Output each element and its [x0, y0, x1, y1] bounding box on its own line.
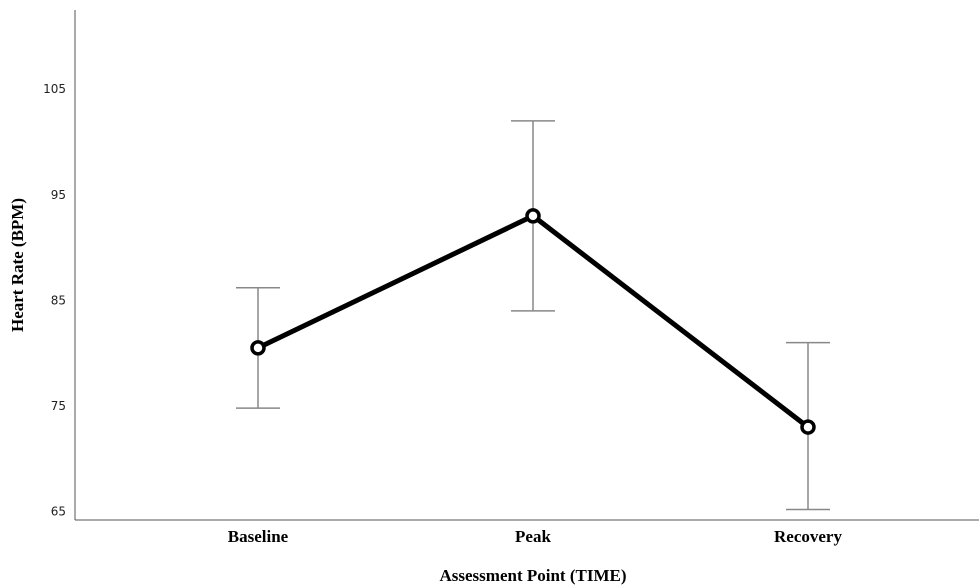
- x-axis-title: Assessment Point (TIME): [440, 566, 627, 585]
- y-tick-label: 85: [51, 293, 66, 307]
- x-tick-label: Baseline: [228, 527, 289, 546]
- x-tick-label: Recovery: [774, 527, 842, 546]
- y-ticks: 65 75 85 95 105: [43, 82, 66, 518]
- y-axis-title: Heart Rate (BPM): [8, 198, 27, 332]
- data-point: [525, 208, 541, 224]
- x-ticks: Baseline Peak Recovery: [228, 527, 843, 546]
- data-point: [800, 419, 816, 435]
- series: [250, 208, 816, 435]
- y-tick-label: 95: [51, 188, 66, 202]
- axes: [74, 10, 979, 521]
- y-tick-label: 65: [51, 505, 66, 519]
- data-point: [250, 340, 266, 356]
- y-tick-label: 75: [51, 399, 66, 413]
- y-tick-label: 105: [43, 82, 66, 96]
- x-tick-label: Peak: [515, 527, 551, 546]
